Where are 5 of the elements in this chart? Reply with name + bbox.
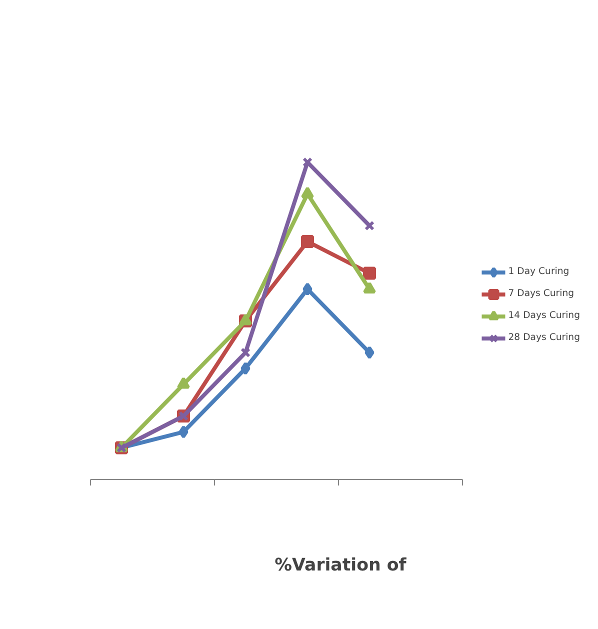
- legend-label: 7 Days Curing: [508, 288, 574, 299]
- x-axis-title: %Variation of: [274, 556, 407, 576]
- legend-label: 1 Day Curing: [508, 266, 570, 277]
- legend-label: 28 Days Curing: [508, 332, 580, 343]
- legend-label: 14 Days Curing: [508, 310, 580, 321]
